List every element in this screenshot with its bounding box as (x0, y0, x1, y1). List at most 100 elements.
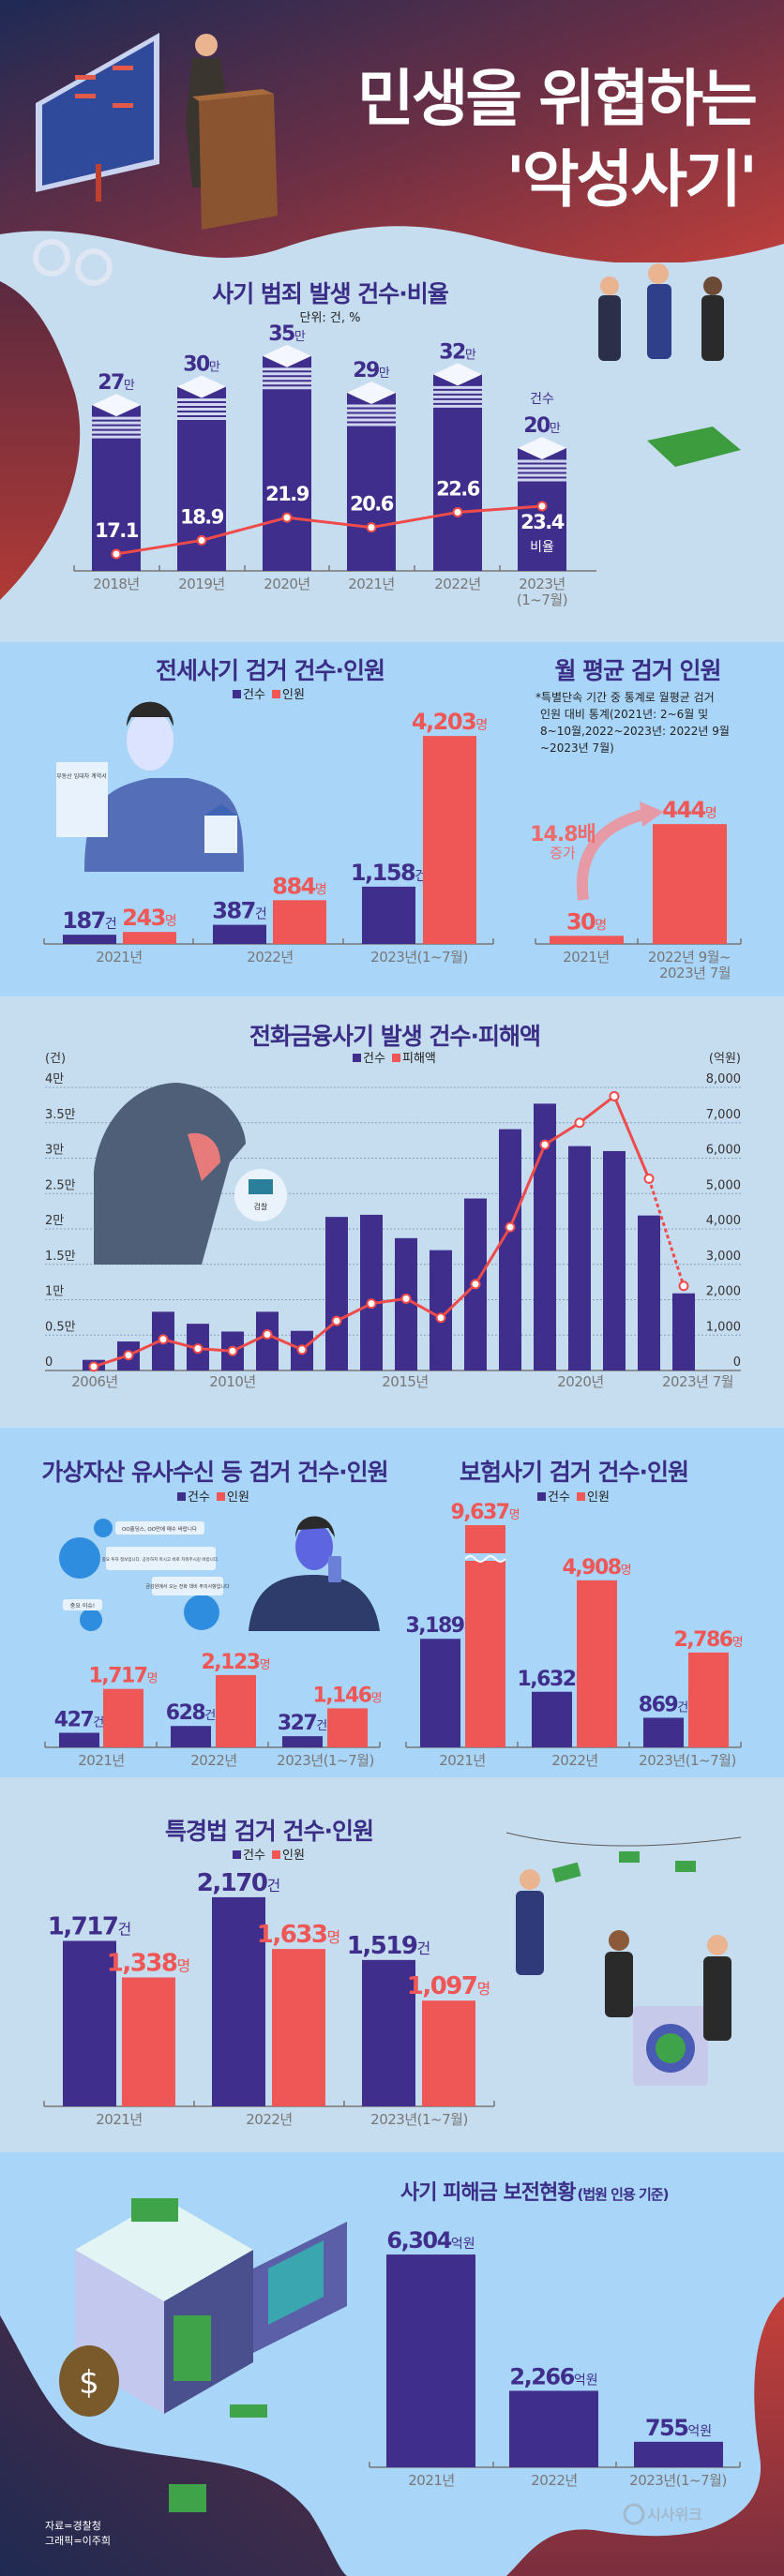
x-tick-label: 2021년 (408, 2472, 454, 2489)
count-bar (325, 1217, 348, 1370)
increase-text: 증가 (550, 845, 576, 861)
damage-preservation-chart: 사기 피해금 보전현황 (법원 인용 기준) $ 6,304억원2,266억원75… (45, 2181, 741, 2547)
chat-bubble: 중요 이슈! (70, 1602, 95, 1610)
ratio-label: 22.6 (436, 477, 480, 500)
x-tick-label: 2022년 (551, 1752, 597, 1769)
legend-count: 건수 (363, 1052, 385, 1066)
y-tick-left: 1.5만 (45, 1250, 76, 1264)
ratio-label: 23.4 (520, 511, 565, 533)
x-tick-label: 2022년 (247, 949, 293, 966)
y-tick-left: 4만 (45, 1072, 64, 1086)
count-bar (256, 1311, 279, 1370)
special-economic-crimes-chart: 특경법 검거 건수·인원 건수 인원 1,717건2,170건1,519건1,3… (43, 1818, 742, 2128)
chart-title: 특경법 검거 건수·인원 (165, 1818, 373, 1845)
value-number: 884 (272, 873, 315, 899)
value-label: 884명 (272, 873, 327, 899)
value-unit: 명 (165, 914, 177, 929)
axis-break-wave (464, 1555, 506, 1563)
legend-people: 인원 (227, 1490, 249, 1505)
smartphone-icon (328, 1556, 341, 1582)
count-bar (362, 886, 415, 944)
count-bar (638, 1215, 660, 1370)
cash-stack-icon (173, 2315, 211, 2381)
value-unit: 억원 (687, 2424, 712, 2439)
value-unit: 명 (315, 882, 327, 897)
legend: 건수 인원 (233, 688, 305, 702)
paper-stack-icon (518, 437, 566, 482)
x-tick-label: 2018년 (93, 576, 139, 592)
damage-point (158, 1334, 169, 1345)
legend: 건수 인원 (537, 1490, 610, 1505)
x-tick-label: 2021년 (78, 1752, 124, 1769)
graphic-credit: 그래픽=이주희 (45, 2535, 111, 2547)
gridlines: 0 0 0.5만 1,000 1만 2,000 1.5만 3,000 2만 4,000 2.5만 5,… (45, 1072, 741, 1370)
value-label: 327건 (278, 1712, 327, 1735)
value-number: 387 (212, 898, 255, 924)
house-icon (204, 816, 237, 853)
paper-stack-icon (263, 344, 311, 390)
value-number: 2,123 (201, 1651, 259, 1674)
vault-illustration: $ (59, 2198, 347, 2512)
bar (688, 1652, 729, 1747)
increase-arrow-icon (576, 808, 649, 901)
chat-bubble: OO홀딩스, OO만에 매수 바랍니다 (122, 1525, 197, 1533)
y-tick-left: 1만 (45, 1285, 64, 1299)
value-unit: 만 (379, 367, 390, 381)
value-number: 30 (183, 353, 210, 377)
handcuffs-icon (33, 239, 113, 286)
value-number: 2,266 (509, 2363, 574, 2389)
value-unit: 명 (327, 1928, 341, 1946)
telegram-chat-illustration: OO홀딩스, OO만에 매수 바랍니다 중요 투자 정보입니다. 공유하지 마시… (59, 1516, 380, 1631)
ratio-label: 20.6 (350, 493, 394, 516)
cash-stack-icon (131, 2198, 178, 2222)
prosecution-logo (249, 1179, 273, 1194)
ratio-label: 17.1 (95, 519, 139, 542)
value-label: 1,146명 (312, 1684, 382, 1707)
value-label: 27만 (98, 371, 135, 395)
value-number: 35 (268, 322, 294, 346)
value-label: 387건 (212, 898, 267, 924)
value-label: 628건 (166, 1701, 216, 1725)
value-label: 30만 (183, 353, 220, 377)
source-credit: 자료=경찰청 (45, 2520, 101, 2532)
x-tick-label: 2023년 7월 (662, 1373, 733, 1390)
insurance-fraud-chart: 보험사기 검거 건수·인원 건수 인원 3,189건1,632건869건9,63… (405, 1459, 744, 1769)
paper-stack-icon (177, 375, 226, 420)
x-tick-label: 2021년 (348, 576, 394, 592)
damage-point (331, 1315, 342, 1326)
value-number: 1,097 (407, 1972, 477, 2000)
value-unit: 명 (732, 1636, 744, 1650)
x-tick-label: 2023년 (519, 576, 565, 592)
legend-swatch-damage (392, 1054, 400, 1062)
value-label: 243명 (122, 905, 177, 931)
value-label: 6,304억원 (386, 2227, 475, 2254)
legend-damage: 피해액 (402, 1052, 436, 1066)
chat-bubble: 중요 투자 정보입니다. 공유하지 마시고 바로 지워주시길 바랍니다. (102, 1556, 219, 1563)
count-bar (92, 405, 141, 571)
logo-icon (623, 2503, 645, 2525)
value-number: 2,170 (197, 1869, 267, 1897)
value-unit: 만 (294, 330, 306, 344)
value-number: 29 (353, 359, 379, 382)
value-unit: 건 (316, 1719, 327, 1733)
bar (273, 900, 326, 944)
x-tick-label: 2015년 (382, 1373, 428, 1390)
y-tick-left: 0 (45, 1355, 53, 1370)
note-line-2: 인원 대비 통계(2021년: 2~6월 및 (540, 708, 708, 721)
x-tick-label: 2010년 (209, 1373, 255, 1390)
chart-marks: 3,189건1,632건869건9,637명4,908명2,786명2021년2… (405, 1501, 744, 1769)
title-line-1: 민생을 위협하는 (357, 63, 756, 135)
count-bar (672, 1293, 695, 1370)
banknote-icon (675, 1861, 696, 1872)
x-tick-label: 2023년(1~7월) (370, 949, 468, 966)
value-label: 2,786명 (673, 1628, 743, 1652)
x-tick-label: (1~7월) (517, 592, 567, 608)
count-bar (643, 1717, 684, 1747)
value-number: 4,203 (412, 709, 475, 735)
value-label: 2,266억원 (509, 2363, 597, 2389)
damage-point (643, 1173, 655, 1184)
count-bar (212, 1896, 265, 2106)
legend: 건수 인원 (233, 1849, 305, 1863)
value-label: 1,097명 (407, 1972, 490, 2000)
